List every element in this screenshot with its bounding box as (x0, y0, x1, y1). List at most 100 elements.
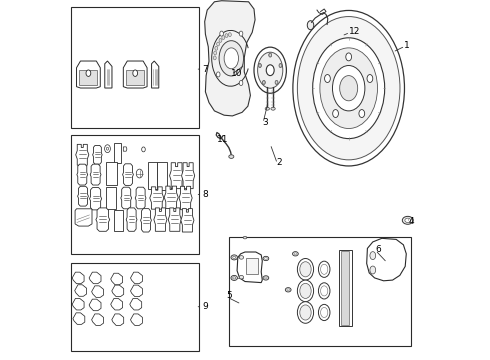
Ellipse shape (233, 277, 236, 279)
Text: 7: 7 (202, 65, 208, 74)
Polygon shape (89, 272, 101, 284)
Text: 10: 10 (231, 69, 242, 78)
Ellipse shape (346, 53, 351, 61)
Polygon shape (96, 208, 110, 231)
Polygon shape (181, 209, 194, 232)
Ellipse shape (231, 275, 238, 280)
Bar (72, 263, 199, 351)
Ellipse shape (275, 81, 278, 84)
Polygon shape (130, 298, 142, 310)
Ellipse shape (266, 65, 274, 76)
Polygon shape (74, 285, 87, 296)
Ellipse shape (225, 33, 228, 37)
Bar (79, 71, 98, 85)
Polygon shape (76, 144, 89, 165)
Ellipse shape (215, 46, 218, 50)
Text: 11: 11 (217, 135, 228, 144)
Polygon shape (122, 164, 133, 185)
Ellipse shape (224, 48, 239, 69)
Ellipse shape (217, 42, 220, 46)
Ellipse shape (279, 64, 282, 67)
Ellipse shape (405, 218, 411, 222)
Ellipse shape (269, 53, 271, 57)
Ellipse shape (219, 41, 244, 76)
Ellipse shape (142, 147, 145, 152)
Text: 1: 1 (404, 40, 410, 49)
Ellipse shape (370, 266, 376, 274)
Ellipse shape (263, 276, 269, 280)
Text: 9: 9 (202, 302, 208, 311)
Polygon shape (123, 147, 127, 151)
Ellipse shape (259, 64, 261, 67)
Ellipse shape (133, 70, 138, 76)
Ellipse shape (265, 277, 267, 279)
Ellipse shape (239, 256, 244, 259)
Polygon shape (76, 61, 100, 88)
Ellipse shape (313, 38, 385, 139)
Ellipse shape (300, 262, 311, 277)
Ellipse shape (293, 252, 298, 256)
Polygon shape (123, 61, 147, 88)
Polygon shape (72, 272, 84, 284)
Polygon shape (150, 187, 164, 209)
Ellipse shape (333, 66, 365, 111)
Ellipse shape (307, 21, 314, 30)
Ellipse shape (104, 145, 110, 153)
Polygon shape (106, 187, 116, 209)
Ellipse shape (293, 10, 404, 166)
Polygon shape (164, 186, 178, 208)
Ellipse shape (239, 31, 243, 36)
Ellipse shape (239, 81, 243, 86)
Polygon shape (157, 162, 167, 190)
Polygon shape (92, 286, 103, 297)
Polygon shape (89, 299, 101, 311)
Polygon shape (114, 210, 123, 231)
Ellipse shape (297, 17, 400, 160)
Ellipse shape (106, 147, 109, 150)
Ellipse shape (231, 255, 238, 260)
Polygon shape (112, 285, 123, 297)
Polygon shape (72, 298, 84, 310)
Ellipse shape (265, 107, 270, 110)
Ellipse shape (370, 252, 376, 260)
Polygon shape (170, 163, 184, 189)
Polygon shape (111, 298, 122, 310)
Polygon shape (126, 208, 137, 231)
Ellipse shape (340, 76, 358, 101)
Polygon shape (114, 143, 121, 163)
Ellipse shape (220, 31, 223, 36)
Polygon shape (179, 186, 192, 210)
Polygon shape (367, 238, 406, 281)
Text: 5: 5 (226, 292, 232, 300)
Ellipse shape (265, 258, 267, 259)
Ellipse shape (297, 280, 314, 302)
Polygon shape (75, 209, 92, 226)
Ellipse shape (320, 48, 377, 129)
Ellipse shape (243, 236, 247, 239)
Ellipse shape (263, 256, 269, 261)
Polygon shape (111, 273, 122, 285)
Ellipse shape (297, 258, 314, 280)
Ellipse shape (285, 288, 291, 292)
Polygon shape (147, 162, 157, 189)
Polygon shape (130, 314, 143, 325)
Polygon shape (130, 272, 143, 284)
Polygon shape (168, 208, 181, 231)
Ellipse shape (324, 75, 330, 82)
Ellipse shape (320, 286, 328, 296)
Ellipse shape (229, 155, 234, 158)
Ellipse shape (318, 261, 330, 277)
Polygon shape (182, 163, 195, 189)
Ellipse shape (228, 33, 231, 37)
Ellipse shape (300, 305, 311, 320)
Ellipse shape (271, 107, 275, 110)
Polygon shape (135, 187, 146, 209)
Ellipse shape (275, 80, 278, 84)
Ellipse shape (320, 264, 328, 274)
Bar (72, 7, 199, 128)
Ellipse shape (263, 81, 265, 84)
Polygon shape (141, 209, 151, 232)
Ellipse shape (222, 36, 225, 40)
Ellipse shape (287, 289, 290, 291)
Ellipse shape (297, 302, 314, 323)
